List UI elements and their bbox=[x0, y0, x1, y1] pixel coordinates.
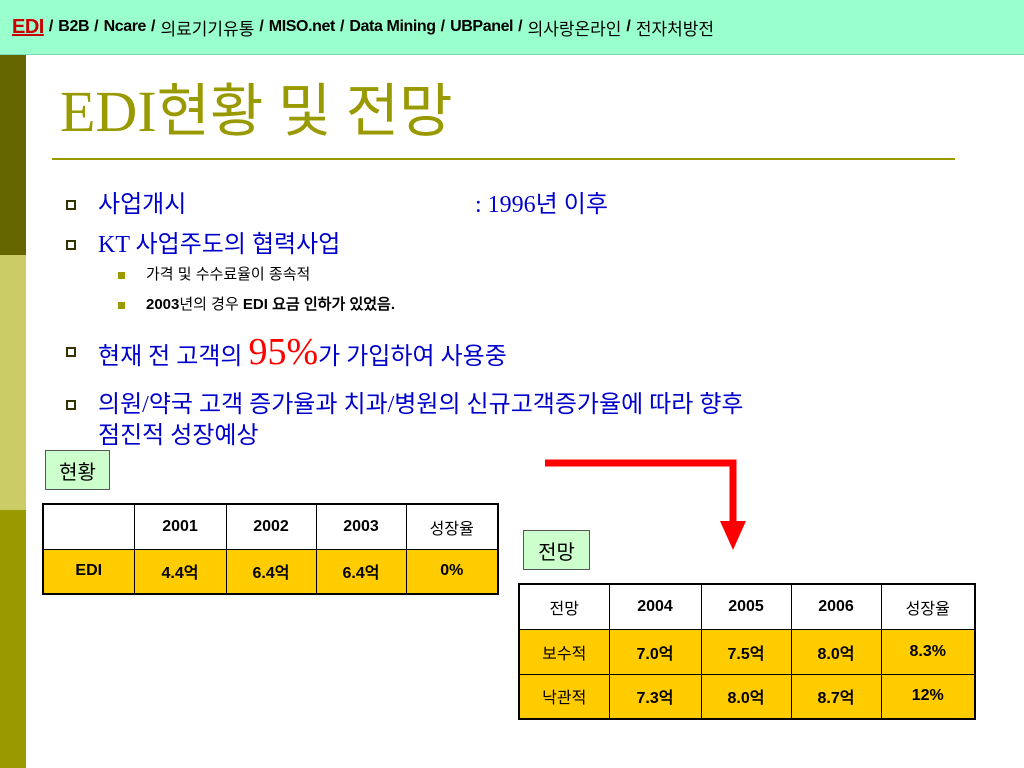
sub-bullet-fragment: 요금 인하가 있었음. bbox=[267, 296, 396, 313]
top-banner: EDI / B2B / Ncare / 의료기기유통 / MISO.net / … bbox=[0, 0, 1024, 55]
table-cell: 7.3억 bbox=[608, 673, 702, 720]
table-cell: 0% bbox=[405, 548, 499, 595]
bullet-label: 사업개시 bbox=[98, 192, 187, 218]
bullet-fragment: 현재 전 고객의 bbox=[98, 344, 249, 370]
table-cell: 8.0억 bbox=[700, 673, 792, 720]
table-cell: 7.5억 bbox=[700, 628, 792, 675]
filled-square-bullet-icon bbox=[118, 301, 125, 309]
banner-separator: / bbox=[626, 18, 631, 35]
left-stripe-bottom bbox=[0, 510, 26, 768]
banner-separator: / bbox=[518, 18, 523, 35]
bullet-value: : 1996년 이후 bbox=[475, 192, 608, 218]
hollow-square-bullet-icon bbox=[66, 240, 76, 250]
hollow-square-bullet-icon bbox=[66, 400, 76, 410]
header-cell-growth: 성장율 bbox=[405, 503, 499, 550]
table-row: 보수적 7.0억 7.5억 8.0억 8.3% bbox=[518, 628, 976, 675]
banner-item-miso: MISO.net bbox=[268, 18, 336, 35]
banner-separator: / bbox=[48, 18, 54, 35]
header-cell-growth: 성장율 bbox=[880, 583, 976, 630]
sub-bullet-text: 2003년의 경우 EDI 요금 인하가 있었음. bbox=[146, 295, 395, 315]
row-label: 보수적 bbox=[518, 628, 610, 675]
table-cell: 8.3% bbox=[880, 628, 976, 675]
row-label: EDI bbox=[42, 548, 135, 595]
banner-item-ncare: Ncare bbox=[103, 18, 147, 35]
banner-item-b2b: B2B bbox=[58, 18, 90, 35]
table-cell: 8.7억 bbox=[790, 673, 882, 720]
table-cell: 6.4억 bbox=[315, 548, 407, 595]
current-status-label: 현황 bbox=[45, 450, 110, 490]
sub-bullet-edi: EDI bbox=[242, 296, 268, 313]
left-stripe-top bbox=[0, 55, 26, 255]
down-arrow-icon bbox=[545, 459, 746, 550]
row-label: 낙관적 bbox=[518, 673, 610, 720]
table-row: 낙관적 7.3억 8.0억 8.7억 12% bbox=[518, 673, 976, 720]
filled-square-bullet-icon bbox=[118, 271, 125, 279]
table-header-row: 2001 2002 2003 성장율 bbox=[42, 503, 499, 550]
banner-item-doctor-online: 의사랑온라인 bbox=[527, 19, 622, 39]
bullet-text: KT 사업주도의 협력사업 bbox=[98, 232, 341, 258]
header-cell-year: 2006 bbox=[790, 583, 882, 630]
sub-bullet-year: 2003 bbox=[146, 296, 180, 313]
banner-separator: / bbox=[151, 18, 156, 35]
bullet-text: 현재 전 고객의 95%가 가입하여 사용중 bbox=[98, 330, 507, 374]
header-cell-year: 2001 bbox=[133, 503, 227, 550]
header-cell-year: 2002 bbox=[225, 503, 317, 550]
bullet-fragment: 가 가입하여 사용중 bbox=[318, 344, 507, 370]
bullet-current-share: 현재 전 고객의 95%가 가입하여 사용중 bbox=[66, 330, 507, 374]
sub-bullet-pricing: 가격 및 수수료율이 종속적 bbox=[118, 265, 310, 285]
sub-bullet-text: 가격 및 수수료율이 종속적 bbox=[146, 266, 311, 283]
table-header-row: 전망 2004 2005 2006 성장율 bbox=[518, 583, 976, 630]
banner-link-edi[interactable]: EDI bbox=[12, 15, 44, 38]
hollow-square-bullet-icon bbox=[66, 200, 76, 210]
header-cell-year: 2004 bbox=[608, 583, 702, 630]
bullet-start-year: 사업개시 bbox=[66, 190, 186, 220]
bullet-outlook: 의원/약국 고객 증가율과 치과/병원의 신규고객증가율에 따라 향후 bbox=[66, 390, 744, 420]
forecast-label: 전망 bbox=[523, 530, 590, 570]
title-divider bbox=[52, 158, 955, 160]
banner-separator: / bbox=[94, 18, 99, 35]
banner-item-medical-device: 의료기기유통 bbox=[160, 19, 255, 39]
banner-item-e-prescription: 전자처방전 bbox=[635, 19, 715, 39]
header-cell-scenario: 전망 bbox=[518, 583, 610, 630]
left-stripe-middle bbox=[0, 255, 26, 510]
highlight-percentage: 95% bbox=[248, 331, 319, 373]
arrow-head bbox=[720, 521, 746, 550]
table-cell: 7.0억 bbox=[608, 628, 702, 675]
banner-separator: / bbox=[339, 18, 345, 35]
header-cell-year: 2003 bbox=[315, 503, 407, 550]
banner-item-ubpanel: UBPanel bbox=[450, 18, 514, 35]
slide-title: EDI현황 및 전망 bbox=[60, 79, 453, 144]
sub-bullet-fee-cut: 2003년의 경우 EDI 요금 인하가 있었음. bbox=[118, 295, 395, 315]
arrow-shaft bbox=[545, 459, 737, 525]
bullet-kt-partnership: KT 사업주도의 협력사업 bbox=[66, 230, 340, 260]
hollow-square-bullet-icon bbox=[66, 347, 76, 357]
bullet-text-line-1: 의원/약국 고객 증가율과 치과/병원의 신규고객증가율에 따라 향후 bbox=[98, 392, 744, 418]
sub-bullet-fragment: 년의 경우 bbox=[179, 296, 243, 313]
table-cell: 12% bbox=[880, 673, 976, 720]
forecast-table: 전망 2004 2005 2006 성장율 보수적 7.0억 7.5억 8.0억… bbox=[518, 583, 976, 720]
header-cell-year: 2005 bbox=[700, 583, 792, 630]
banner-separator: / bbox=[259, 18, 264, 35]
banner-item-data-mining: Data Mining bbox=[349, 18, 436, 35]
table-cell: 8.0억 bbox=[790, 628, 882, 675]
table-cell: 4.4억 bbox=[133, 548, 227, 595]
banner-separator: / bbox=[440, 18, 446, 35]
header-cell-empty bbox=[42, 503, 135, 550]
table-row: EDI 4.4억 6.4억 6.4억 0% bbox=[42, 548, 499, 595]
current-status-table: 2001 2002 2003 성장율 EDI 4.4억 6.4억 6.4억 0% bbox=[42, 503, 499, 595]
bullet-text-line-2: 점진적 성장예상 bbox=[98, 423, 259, 449]
table-cell: 6.4억 bbox=[225, 548, 317, 595]
